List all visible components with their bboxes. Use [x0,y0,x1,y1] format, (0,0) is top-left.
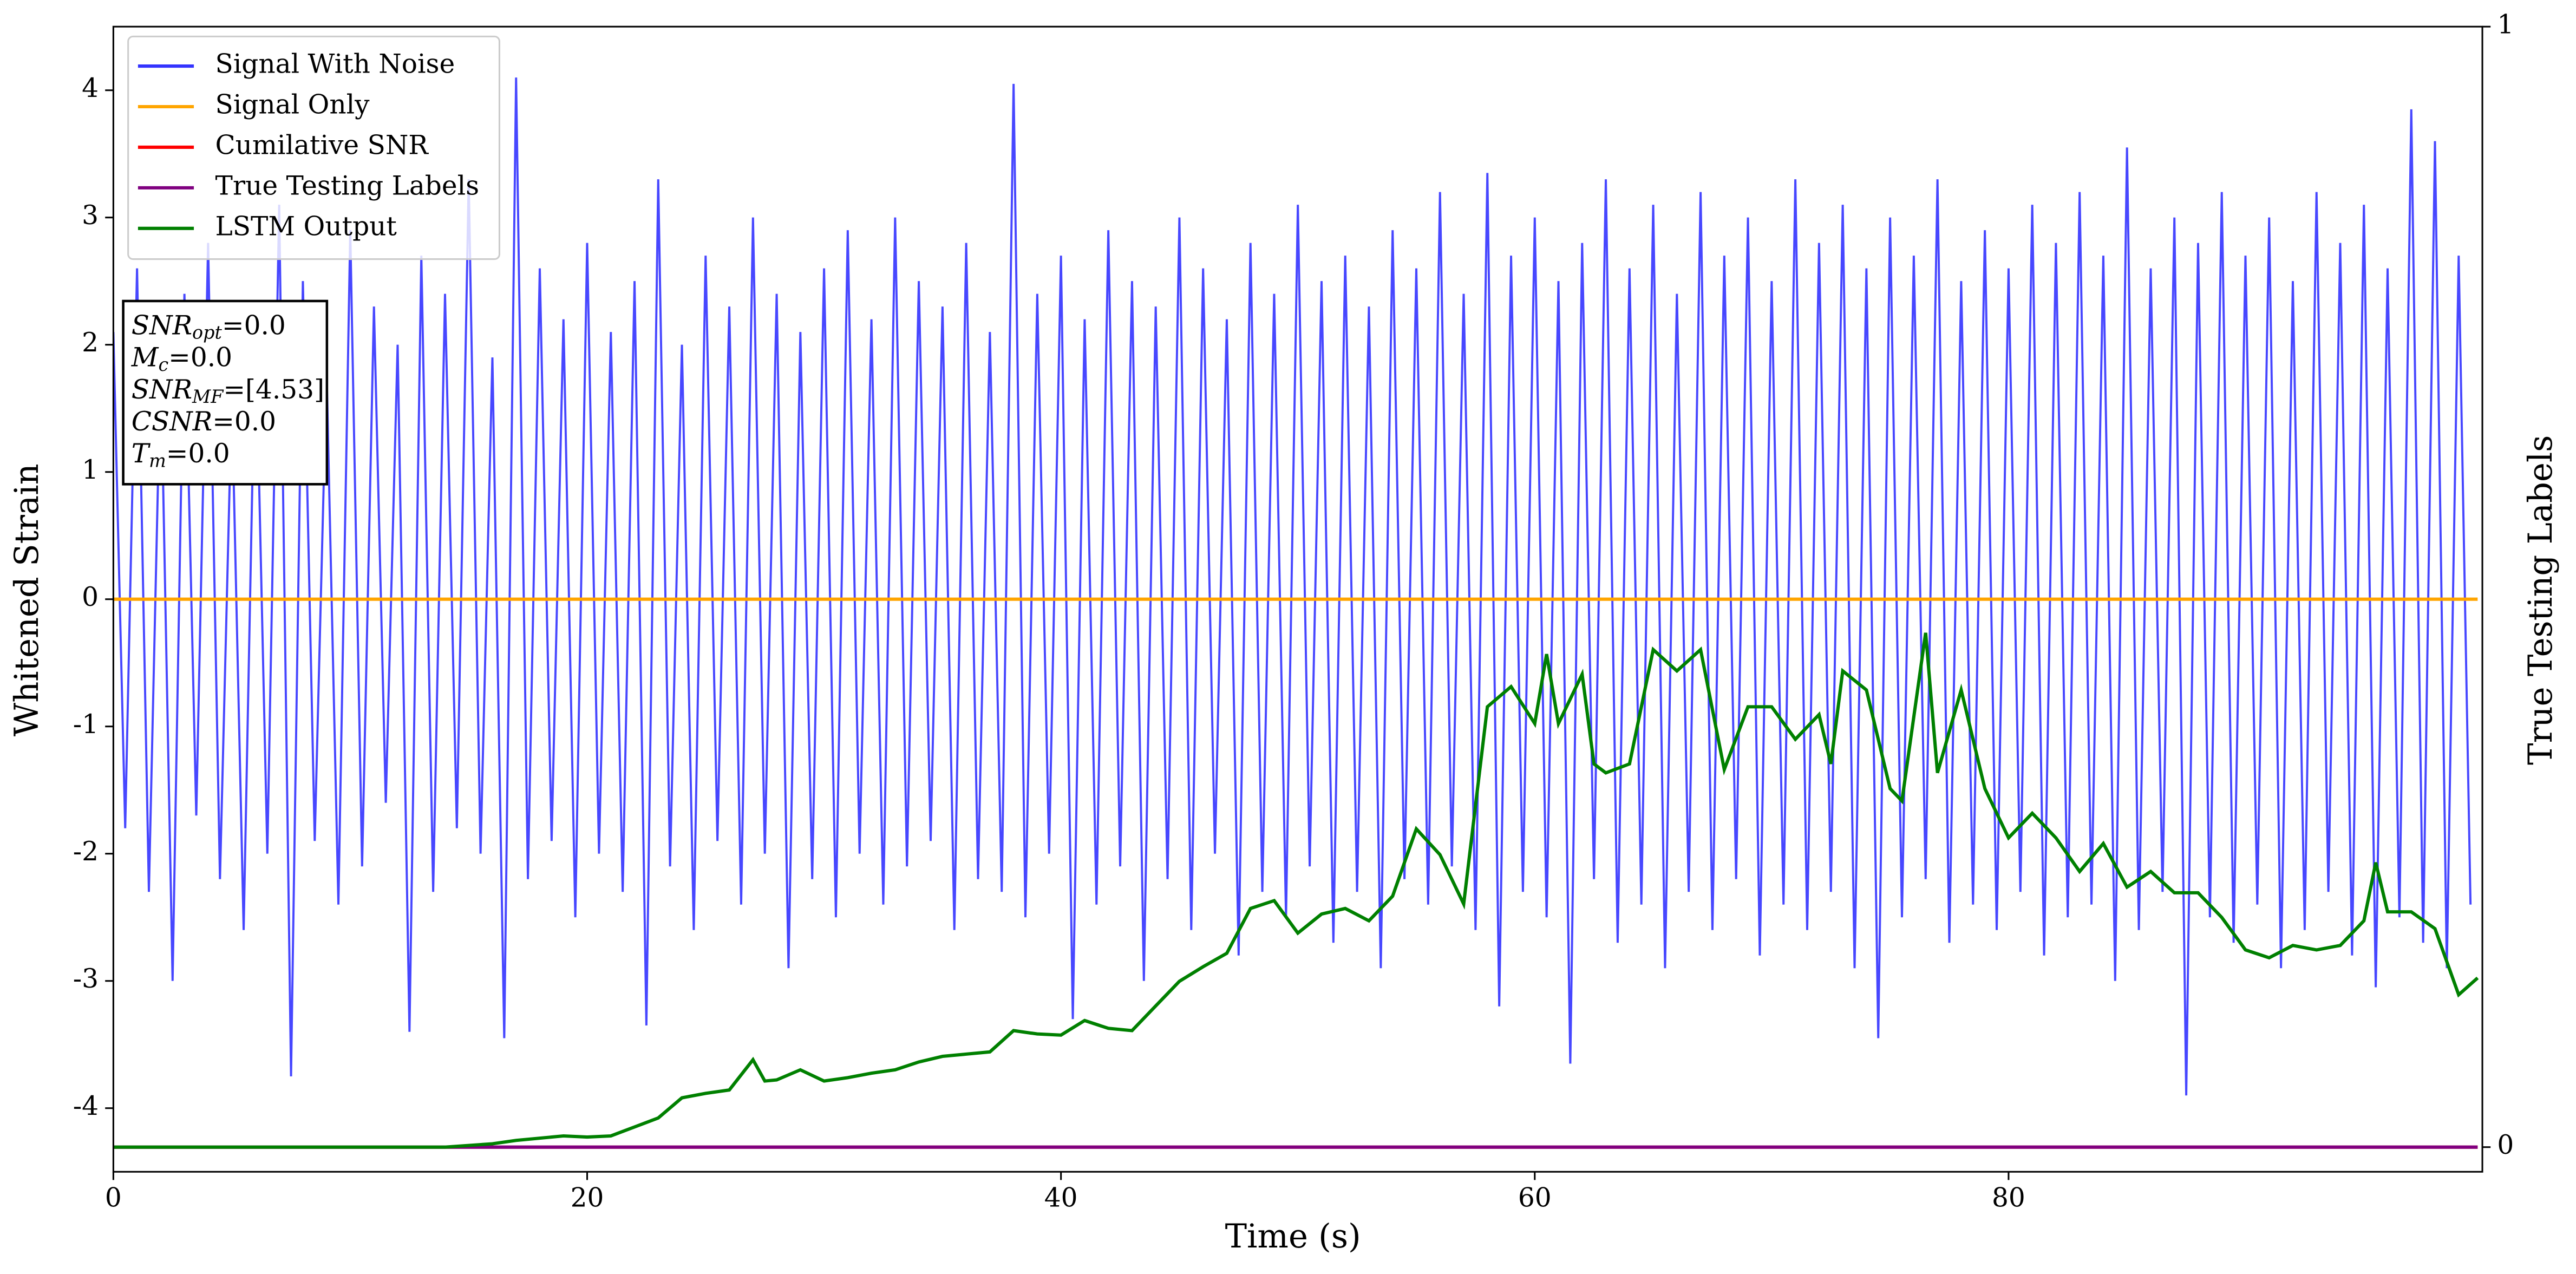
annotation-line: Tm=0.0 [132,439,230,472]
annotation-line: Mc=0.0 [131,342,232,375]
annotation-line: SNRopt=0.0 [132,310,286,343]
legend-label: Signal Only [215,89,370,120]
y-tick-label: -2 [73,837,99,867]
annotation-subscript: m [149,450,166,471]
x-tick-label: 40 [1044,1182,1078,1213]
series-line [113,77,2472,1096]
legend-label: LSTM Output [215,211,397,241]
y2-axis-label: True Testing Labels [2522,435,2560,765]
annotation-subscript: MF [192,386,224,407]
x-axis-label: Time (s) [1225,1218,1361,1256]
y-tick-label: -4 [73,1091,99,1121]
y2-tick-label: 1 [2497,10,2514,40]
y-tick-label: 3 [82,200,99,231]
annotation-subscript: opt [192,322,222,343]
x-tick-label: 0 [105,1182,122,1213]
annotation-value: =0.0 [166,439,230,469]
annotation-value: =0.0 [168,342,232,373]
annotation-box [122,299,329,486]
y-tick-label: -3 [73,964,99,994]
legend-label: True Testing Labels [215,171,480,201]
annotation-symbol: M [131,342,159,373]
y-tick-label: 4 [82,73,99,103]
x-tick-label: 60 [1518,1182,1552,1213]
annotation-value: =0.0 [222,310,286,341]
series-line [113,632,2479,1149]
annotation-symbol: CSNR [132,407,212,437]
annotation-value: =[4.53] [223,374,324,404]
y-tick-label: -1 [73,709,99,740]
legend-label: Signal With Noise [215,49,455,80]
y2-tick-label: 0 [2497,1130,2514,1160]
annotation-symbol: SNR [132,374,192,404]
y-tick-label: 2 [82,328,99,358]
legend-box [127,35,500,260]
y-tick-label: 0 [82,582,99,612]
annotation-value: =0.0 [212,407,276,437]
legend-label: Cumilative SNR [215,130,429,160]
x-tick-label: 20 [571,1182,604,1213]
annotation-line: CSNR=0.0 [132,407,276,437]
annotation-symbol: T [132,439,151,469]
x-tick-label: 80 [1992,1182,2025,1213]
annotation-line: SNRMF=[4.53] [132,374,324,407]
annotation-symbol: SNR [132,310,192,341]
annotation-subscript: c [158,354,168,375]
y-tick-label: 1 [82,455,99,485]
y-axis-label: Whitened Strain [8,463,46,736]
